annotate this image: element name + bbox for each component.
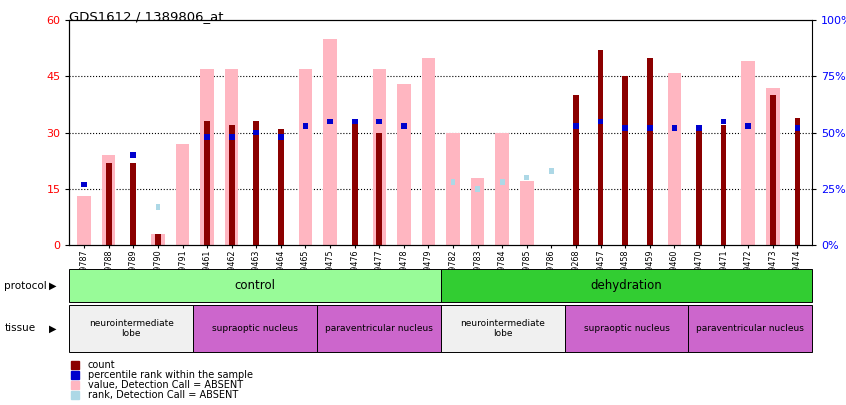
Bar [672, 125, 678, 131]
Text: value, Detection Call = ABSENT: value, Detection Call = ABSENT [88, 380, 243, 390]
Bar [397, 84, 410, 245]
Bar [696, 125, 702, 245]
Text: GDS1612 / 1389806_at: GDS1612 / 1389806_at [69, 10, 224, 23]
Bar [317, 305, 441, 352]
Text: paraventricular nucleus: paraventricular nucleus [696, 324, 805, 333]
Bar [447, 133, 460, 245]
Bar [278, 134, 283, 140]
Bar [77, 196, 91, 245]
Bar [229, 125, 234, 245]
Bar [372, 69, 386, 245]
Bar [69, 305, 193, 352]
Text: tissue: tissue [4, 324, 36, 333]
Bar [721, 119, 727, 124]
Text: neurointermediate
lobe: neurointermediate lobe [89, 319, 173, 338]
Bar [176, 144, 190, 245]
Bar [102, 155, 116, 245]
Bar [106, 163, 112, 245]
Bar [278, 129, 283, 245]
Bar [451, 179, 455, 185]
Text: rank, Detection Call = ABSENT: rank, Detection Call = ABSENT [88, 390, 239, 401]
Bar [574, 95, 579, 245]
Bar [193, 305, 317, 352]
Bar [376, 133, 382, 245]
Text: supraoptic nucleus: supraoptic nucleus [584, 324, 669, 333]
Bar [564, 305, 689, 352]
Text: count: count [88, 360, 116, 370]
Text: percentile rank within the sample: percentile rank within the sample [88, 370, 253, 379]
Bar [376, 119, 382, 124]
Bar [352, 122, 358, 245]
Bar [574, 123, 579, 129]
Bar [201, 69, 214, 245]
Bar [254, 130, 259, 135]
Bar [647, 125, 652, 131]
Bar [303, 123, 308, 129]
Bar [229, 134, 234, 140]
Bar [204, 134, 210, 140]
Bar [745, 123, 751, 129]
Bar [623, 77, 628, 245]
Bar [471, 177, 485, 245]
Bar [299, 69, 312, 245]
Bar [794, 118, 800, 245]
Bar [151, 234, 165, 245]
Bar [130, 152, 136, 158]
Bar [549, 168, 554, 174]
Bar [225, 69, 239, 245]
Bar [327, 119, 333, 124]
Bar [721, 125, 727, 245]
Bar [689, 305, 812, 352]
Bar [155, 234, 161, 245]
Bar [500, 179, 504, 185]
Bar [401, 123, 407, 129]
Text: neurointermediate
lobe: neurointermediate lobe [460, 319, 545, 338]
Bar [130, 163, 136, 245]
Bar [156, 204, 160, 210]
Bar [81, 181, 87, 187]
Text: control: control [234, 279, 276, 292]
Bar [254, 122, 259, 245]
Bar [741, 62, 755, 245]
Bar [598, 50, 603, 245]
Bar [323, 39, 337, 245]
Bar [441, 269, 812, 302]
Bar [520, 181, 534, 245]
Bar [421, 58, 435, 245]
Bar [525, 175, 530, 180]
Bar [696, 125, 702, 131]
Text: paraventricular nucleus: paraventricular nucleus [325, 324, 433, 333]
Bar [667, 73, 681, 245]
Text: dehydration: dehydration [591, 279, 662, 292]
Text: ▶: ▶ [49, 324, 57, 333]
Bar [352, 119, 358, 124]
Bar [82, 181, 86, 187]
Bar [204, 122, 210, 245]
Bar [766, 88, 779, 245]
Bar [647, 58, 652, 245]
Bar [69, 269, 441, 302]
Text: ▶: ▶ [49, 281, 57, 290]
Bar [475, 186, 480, 192]
Bar [623, 125, 628, 131]
Bar [496, 133, 509, 245]
Bar [794, 125, 800, 131]
Bar [598, 119, 603, 124]
Text: supraoptic nucleus: supraoptic nucleus [212, 324, 298, 333]
Text: protocol: protocol [4, 281, 47, 290]
Bar [441, 305, 564, 352]
Bar [770, 95, 776, 245]
